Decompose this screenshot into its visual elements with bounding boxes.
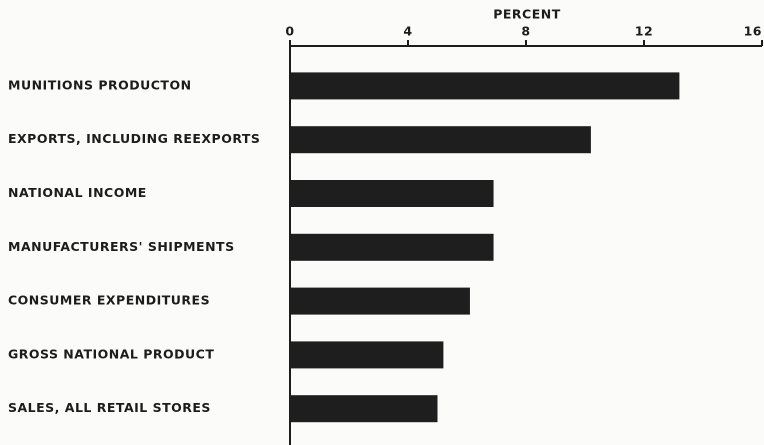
y-tick-label: EXPORTS, INCLUDING REEXPORTS — [8, 131, 260, 146]
bar — [290, 180, 494, 207]
x-tick-label: 12 — [635, 24, 653, 39]
x-tick-label: 0 — [285, 24, 294, 39]
y-tick-label: SALES, ALL RETAIL STORES — [8, 400, 211, 415]
y-tick-label: CONSUMER EXPENDITURES — [8, 293, 210, 308]
y-tick-label: MANUFACTURERS' SHIPMENTS — [8, 239, 235, 254]
x-tick-label: 8 — [521, 24, 530, 39]
y-tick-label: GROSS NATIONAL PRODUCT — [8, 346, 214, 361]
y-tick-label: MUNITIONS PRODUCTON — [8, 77, 192, 92]
bar — [290, 126, 591, 154]
y-tick-label: NATIONAL INCOME — [8, 185, 147, 200]
bar — [290, 233, 494, 261]
bar — [290, 341, 444, 369]
bar — [290, 395, 438, 423]
x-tick-label: 4 — [403, 24, 412, 39]
axis-title: PERCENT — [493, 7, 561, 22]
x-tick-label: 16 — [744, 24, 762, 39]
bar — [290, 72, 680, 100]
bar — [290, 287, 470, 315]
